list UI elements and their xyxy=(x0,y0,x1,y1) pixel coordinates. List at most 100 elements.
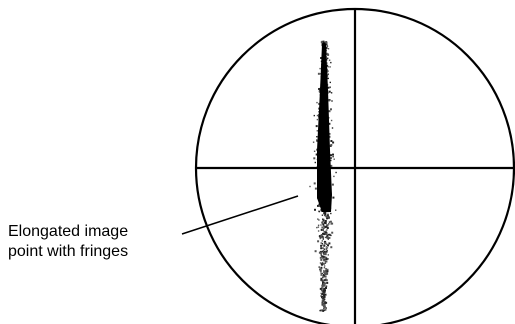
fringe-dot xyxy=(325,41,328,44)
fringe-dot xyxy=(328,242,331,245)
fringe-dot xyxy=(321,235,324,238)
fringe-dot xyxy=(324,290,326,292)
fringe-dot xyxy=(333,158,335,160)
fringe-dot xyxy=(323,271,325,273)
fringe-dot xyxy=(321,242,324,245)
fringe-dot xyxy=(322,298,324,300)
fringe-dot xyxy=(316,118,319,121)
fringe-dot xyxy=(323,230,326,233)
fringe-dot xyxy=(330,246,333,249)
fringe-dot xyxy=(325,236,327,239)
fringe-dot xyxy=(319,256,322,259)
fringe-dot xyxy=(332,196,335,199)
fringe-dot xyxy=(325,260,328,263)
fringe-dot xyxy=(322,249,325,252)
fringe-dot xyxy=(320,237,322,239)
fringe-dot xyxy=(322,280,325,282)
fringe-dot xyxy=(324,241,326,243)
fringe-dot xyxy=(330,108,332,111)
fringe-dot xyxy=(318,90,321,92)
fringe-dot xyxy=(323,212,326,215)
fringe-dot xyxy=(314,250,317,253)
fringe-dot xyxy=(317,72,320,75)
fringe-dot xyxy=(324,214,326,217)
fringe-dot xyxy=(322,238,324,240)
fringe-dot xyxy=(326,64,329,67)
fringe-dot xyxy=(330,157,332,160)
fringe-dot xyxy=(324,253,326,255)
fringe-dot xyxy=(327,70,329,72)
fringe-dot xyxy=(325,43,328,46)
fringe-dot xyxy=(323,274,326,277)
fringe-dot xyxy=(324,220,327,222)
fringe-dot xyxy=(326,62,328,64)
fringe-dot xyxy=(328,221,331,223)
fringe-dot xyxy=(323,233,326,236)
fringe-dot xyxy=(320,268,323,270)
fringe-dot xyxy=(323,294,325,296)
fringe-dot xyxy=(323,245,325,247)
fringe-dot xyxy=(331,183,334,186)
fringe-dot xyxy=(335,171,337,174)
fringe-dot xyxy=(322,276,324,279)
fringe-dot xyxy=(330,61,332,64)
fringe-dot xyxy=(320,289,323,292)
fringe-dot xyxy=(326,224,328,226)
fringe-dot xyxy=(329,220,332,223)
fringe-dot xyxy=(325,248,327,250)
fringe-dot xyxy=(322,220,324,223)
fringe-dot xyxy=(326,268,329,271)
fringe-dot xyxy=(321,293,324,295)
fringe-dot xyxy=(327,73,329,75)
fringe-dot xyxy=(316,136,318,138)
fringe-dot xyxy=(324,275,327,278)
fringe-dot xyxy=(322,288,324,290)
fringe-dot xyxy=(323,263,325,265)
fringe-dot xyxy=(327,92,329,94)
fringe-dot xyxy=(324,244,326,246)
elongated-image-point-core xyxy=(317,42,332,212)
fringe-dot xyxy=(322,236,325,238)
fringe-dot xyxy=(322,41,325,43)
fringe-dot xyxy=(321,226,324,229)
fringe-dot xyxy=(312,141,315,143)
fringe-dot xyxy=(313,150,316,152)
fringe-dot xyxy=(320,224,322,226)
fringe-dot xyxy=(324,252,326,254)
fringe-dot xyxy=(323,298,326,301)
fringe-dot xyxy=(322,229,324,231)
fringe-dot xyxy=(327,233,330,236)
fringe-dot xyxy=(324,253,327,256)
fringe-dot xyxy=(322,304,325,307)
fringe-dot xyxy=(335,209,337,211)
fringe-dot xyxy=(331,127,334,129)
fringe-dot xyxy=(318,102,321,105)
fringe-dot xyxy=(321,240,323,242)
fringe-dot xyxy=(322,218,324,220)
fringe-dot xyxy=(316,130,318,132)
fringe-dot xyxy=(324,250,326,253)
fringe-dot xyxy=(317,218,319,220)
fringe-dot xyxy=(326,229,328,231)
fringe-dot xyxy=(317,224,320,226)
fringe-dot xyxy=(331,231,334,234)
fringe-dot xyxy=(322,232,324,235)
fringe-dot xyxy=(323,265,326,267)
fringe-dot xyxy=(322,244,324,246)
fringe-dot xyxy=(316,101,318,104)
fringe-dot xyxy=(320,277,323,280)
fringe-dot xyxy=(326,235,329,238)
fringe-dot xyxy=(327,254,329,256)
fringe-dot xyxy=(319,262,322,264)
fringe-dot xyxy=(309,185,311,188)
fringe-dot xyxy=(316,226,318,229)
fringe-dot xyxy=(328,236,331,239)
fringe-dot xyxy=(324,271,326,273)
fringe-dot xyxy=(326,270,329,273)
fringe-dot xyxy=(328,90,331,93)
fringe-dot xyxy=(314,208,316,211)
fringe-dot xyxy=(328,99,331,102)
fringe-dot xyxy=(317,226,320,228)
fringe-dot xyxy=(323,258,325,260)
fringe-dot xyxy=(321,261,324,264)
